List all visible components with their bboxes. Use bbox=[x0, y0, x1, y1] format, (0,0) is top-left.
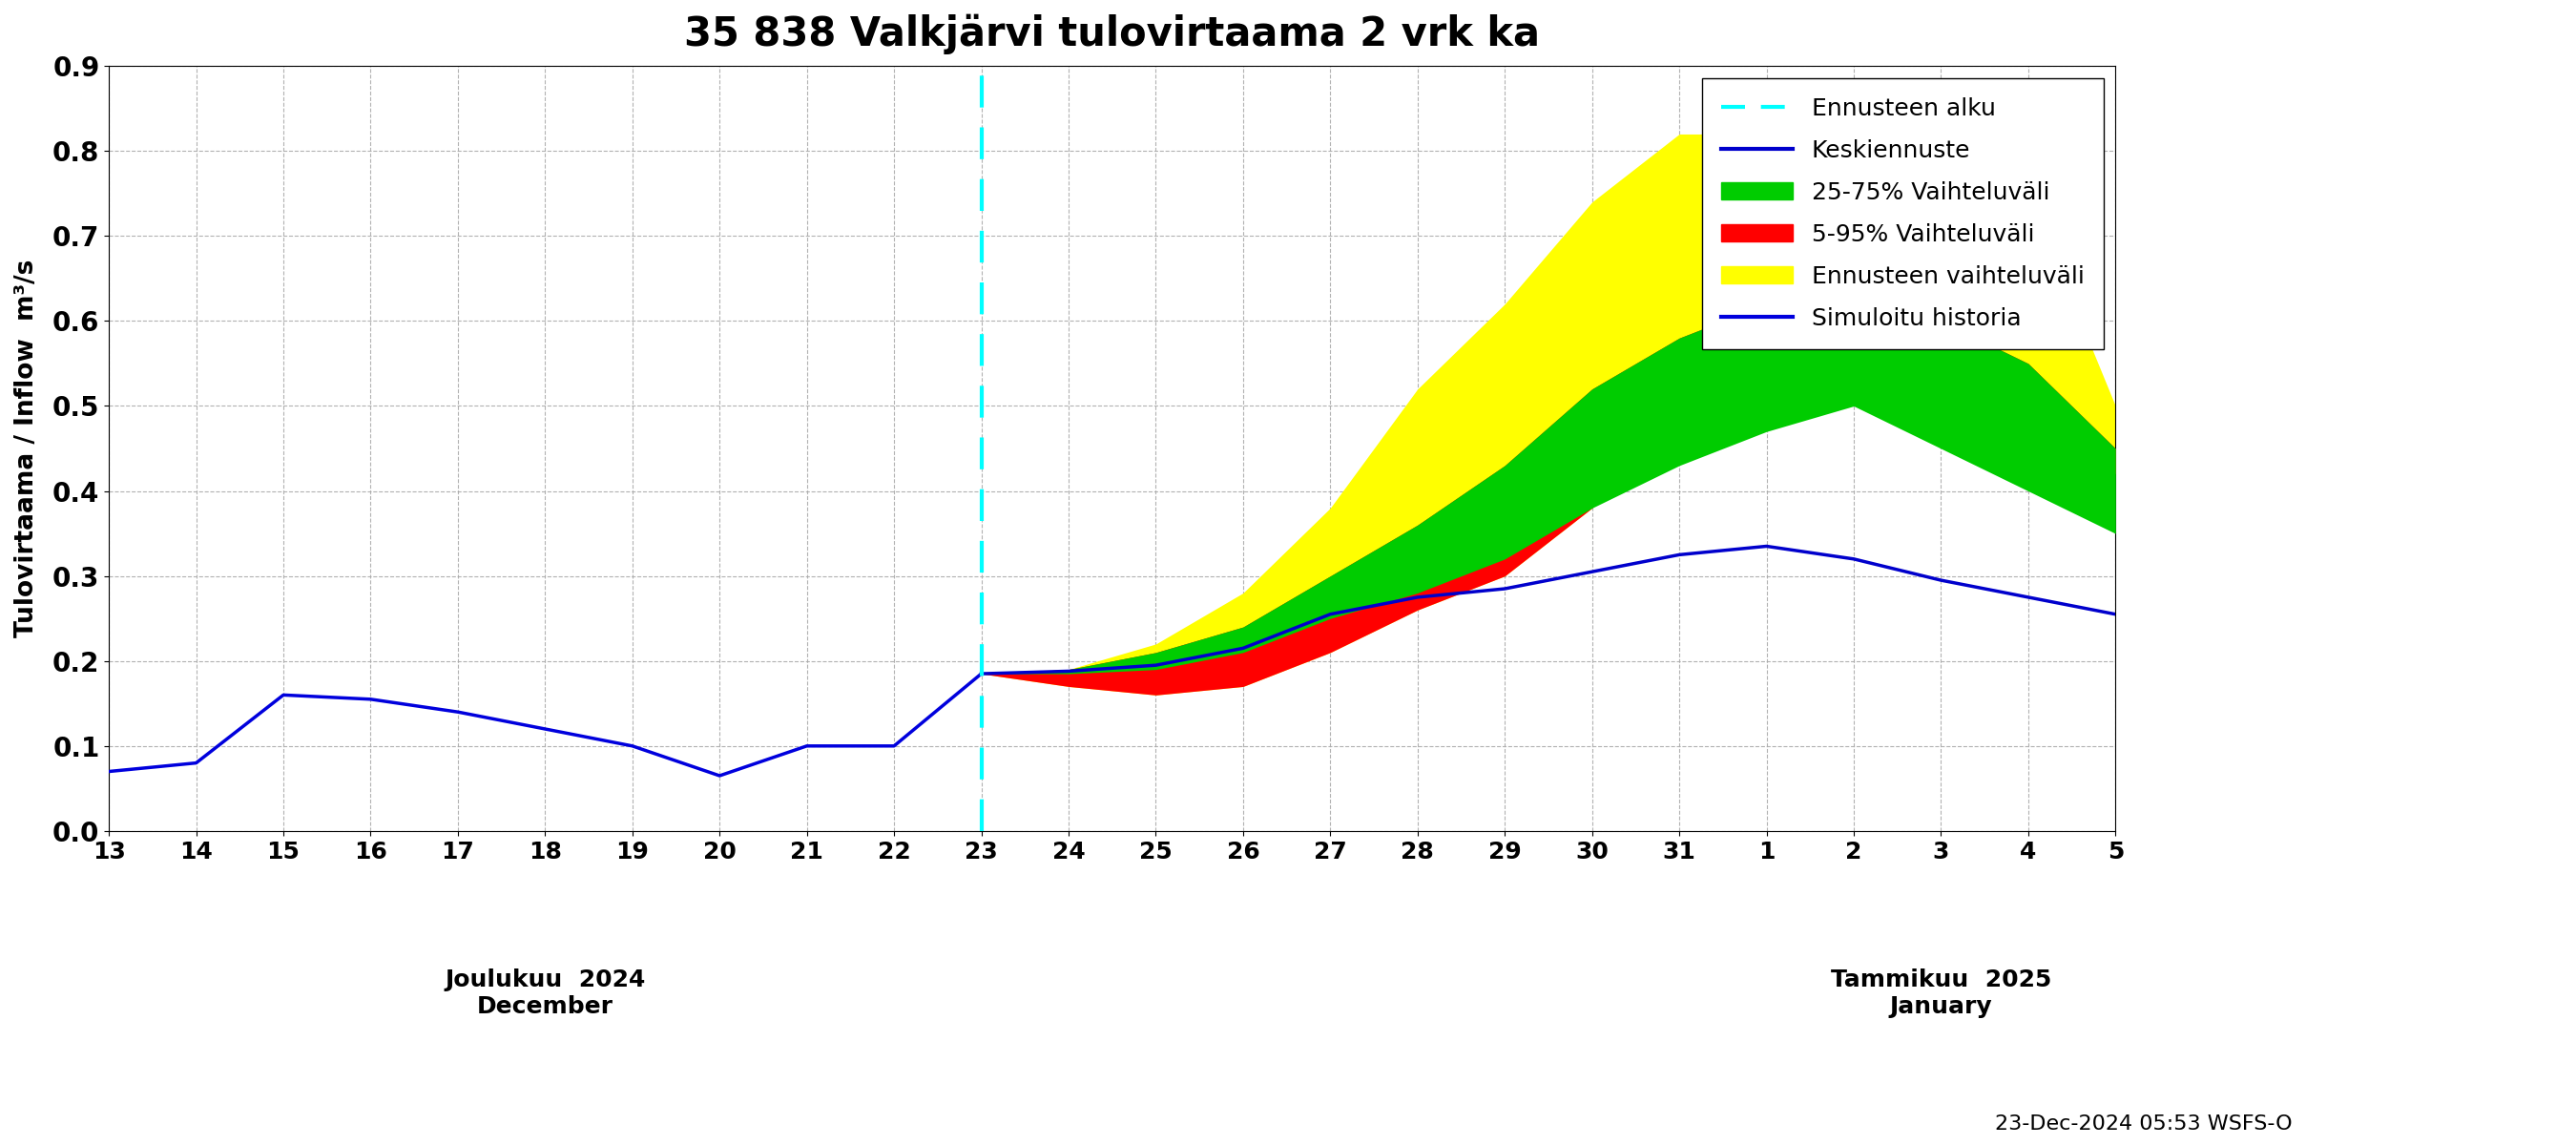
Title: 35 838 Valkjärvi tulovirtaama 2 vrk ka: 35 838 Valkjärvi tulovirtaama 2 vrk ka bbox=[685, 14, 1540, 55]
Text: Joulukuu  2024
December: Joulukuu 2024 December bbox=[446, 969, 647, 1018]
Y-axis label: Tulovirtaama / Inflow  m³/s: Tulovirtaama / Inflow m³/s bbox=[15, 260, 39, 638]
Text: Tammikuu  2025
January: Tammikuu 2025 January bbox=[1832, 969, 2050, 1018]
Text: 23-Dec-2024 05:53 WSFS-O: 23-Dec-2024 05:53 WSFS-O bbox=[1996, 1114, 2293, 1134]
Legend: Ennusteen alku, Keskiennuste, 25-75% Vaihteluväli, 5-95% Vaihteluväli, Ennusteen: Ennusteen alku, Keskiennuste, 25-75% Vai… bbox=[1703, 78, 2105, 349]
